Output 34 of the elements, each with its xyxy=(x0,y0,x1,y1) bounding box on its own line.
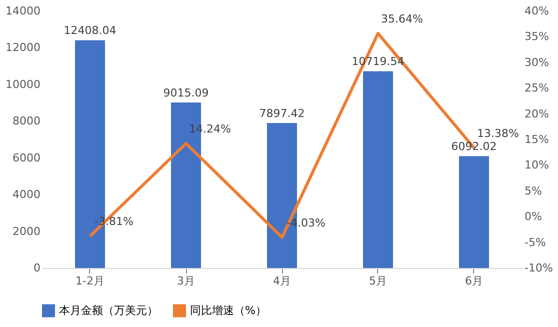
data-label: 13.38% xyxy=(477,126,519,140)
y2-tick-label: 15% xyxy=(524,133,549,146)
y-tick-label: 2000 xyxy=(12,224,40,238)
x-tick-label: 3月 xyxy=(177,274,195,288)
x-tick-label: 6月 xyxy=(465,274,483,288)
y-tick-label: 10000 xyxy=(6,78,40,91)
y2-tick-label: 0% xyxy=(524,210,542,224)
x-tick-label: 4月 xyxy=(273,274,291,288)
y2-tick-label: -5% xyxy=(524,236,546,249)
bar xyxy=(363,71,393,268)
y2-tick-label: 5% xyxy=(524,184,542,198)
y-tick-label: 14000 xyxy=(6,4,40,18)
y2-tick-label: 10% xyxy=(524,158,549,172)
bar xyxy=(459,156,489,268)
x-tick-label: 1-2月 xyxy=(76,274,104,288)
data-label: 6092.02 xyxy=(451,140,497,154)
y2-tick-label: 25% xyxy=(524,82,549,95)
y2-tick-label: 20% xyxy=(524,107,549,120)
data-label: 7897.42 xyxy=(259,107,305,120)
y2-tick-label: 35% xyxy=(524,30,549,44)
y-tick-label: 0 xyxy=(34,262,40,274)
legend-label: 本月金额（万美元） xyxy=(59,304,158,317)
data-label: 9015.09 xyxy=(163,86,209,100)
y-tick-label: 4000 xyxy=(12,188,40,202)
y-tick-label: 12000 xyxy=(6,41,40,54)
y-tick-label: 8000 xyxy=(12,114,40,128)
x-tick-label: 5月 xyxy=(369,274,387,288)
y2-tick-label: 40% xyxy=(524,4,549,18)
y-tick-label: 6000 xyxy=(12,151,40,164)
data-label: 35.64% xyxy=(381,12,423,26)
legend-label: 同比增速（%） xyxy=(190,304,266,317)
y2-tick-label: 30% xyxy=(524,56,549,69)
data-label: 12408.04 xyxy=(64,24,116,38)
y2-tick-label: -10% xyxy=(524,262,553,274)
